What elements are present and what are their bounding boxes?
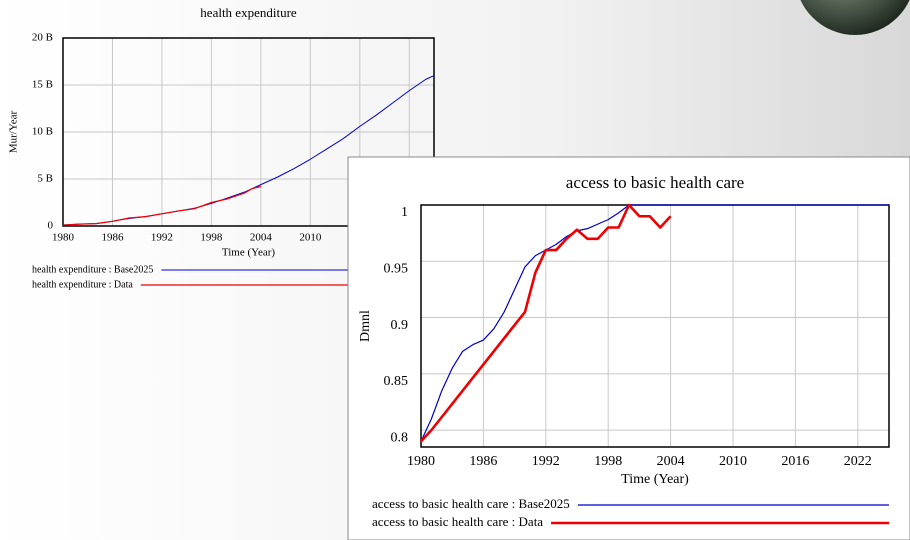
chart-window-frame [347, 156, 910, 540]
plot-frame [62, 37, 435, 227]
x-tick-label: 2010 [299, 232, 322, 244]
y-tick-label: 10 B [32, 126, 53, 138]
x-tick-label: 1986 [101, 232, 124, 244]
x-tick-label: 1992 [532, 454, 560, 469]
x-axis-label: Time (Year) [222, 247, 276, 259]
y-tick-label: 15 B [32, 79, 53, 91]
chart-window: access to basic health care Dmnl Time (Yea… [358, 173, 890, 529]
series-line [420, 203, 672, 443]
y-tick-label: 0.9 [391, 318, 409, 333]
y-tick-label: 20 B [32, 32, 53, 44]
legend-label: health expenditure : Base2025 [32, 264, 153, 275]
y-axis-label: Mur/Year [8, 111, 20, 154]
legend-label: access to basic health care : Base2025 [372, 496, 570, 511]
y-axis-label: Dmnl [358, 310, 373, 342]
x-tick-label: 2010 [719, 454, 747, 469]
legend-label: access to basic health care : Data [372, 514, 543, 529]
globe-decoration [800, 0, 910, 35]
chart-title: health expenditure [200, 5, 297, 20]
y-tick-label: 5 B [37, 173, 53, 185]
x-tick-label: 2016 [781, 454, 809, 469]
chart-title: access to basic health care [566, 173, 744, 192]
y-tick-label: 0.85 [384, 374, 409, 389]
legend-label: health expenditure : Data [32, 279, 133, 290]
y-tick-label: 0.95 [384, 261, 409, 276]
x-axis-label: Time (Year) [621, 472, 689, 487]
series-line [420, 204, 889, 442]
y-tick-label: 0.8 [391, 430, 409, 445]
x-tick-label: 2004 [657, 454, 685, 469]
x-tick-label: 1980 [52, 232, 75, 244]
x-tick-label: 1998 [200, 232, 223, 244]
series-line [62, 185, 262, 226]
y-tick-label: 0 [48, 220, 54, 232]
x-tick-label: 2022 [844, 454, 872, 469]
x-tick-label: 1980 [407, 454, 435, 469]
y-tick-label: 1 [401, 205, 408, 220]
x-tick-label: 1992 [151, 232, 173, 244]
x-tick-label: 1986 [469, 454, 497, 469]
x-tick-label: 2004 [250, 232, 273, 244]
x-tick-label: 1998 [594, 454, 622, 469]
